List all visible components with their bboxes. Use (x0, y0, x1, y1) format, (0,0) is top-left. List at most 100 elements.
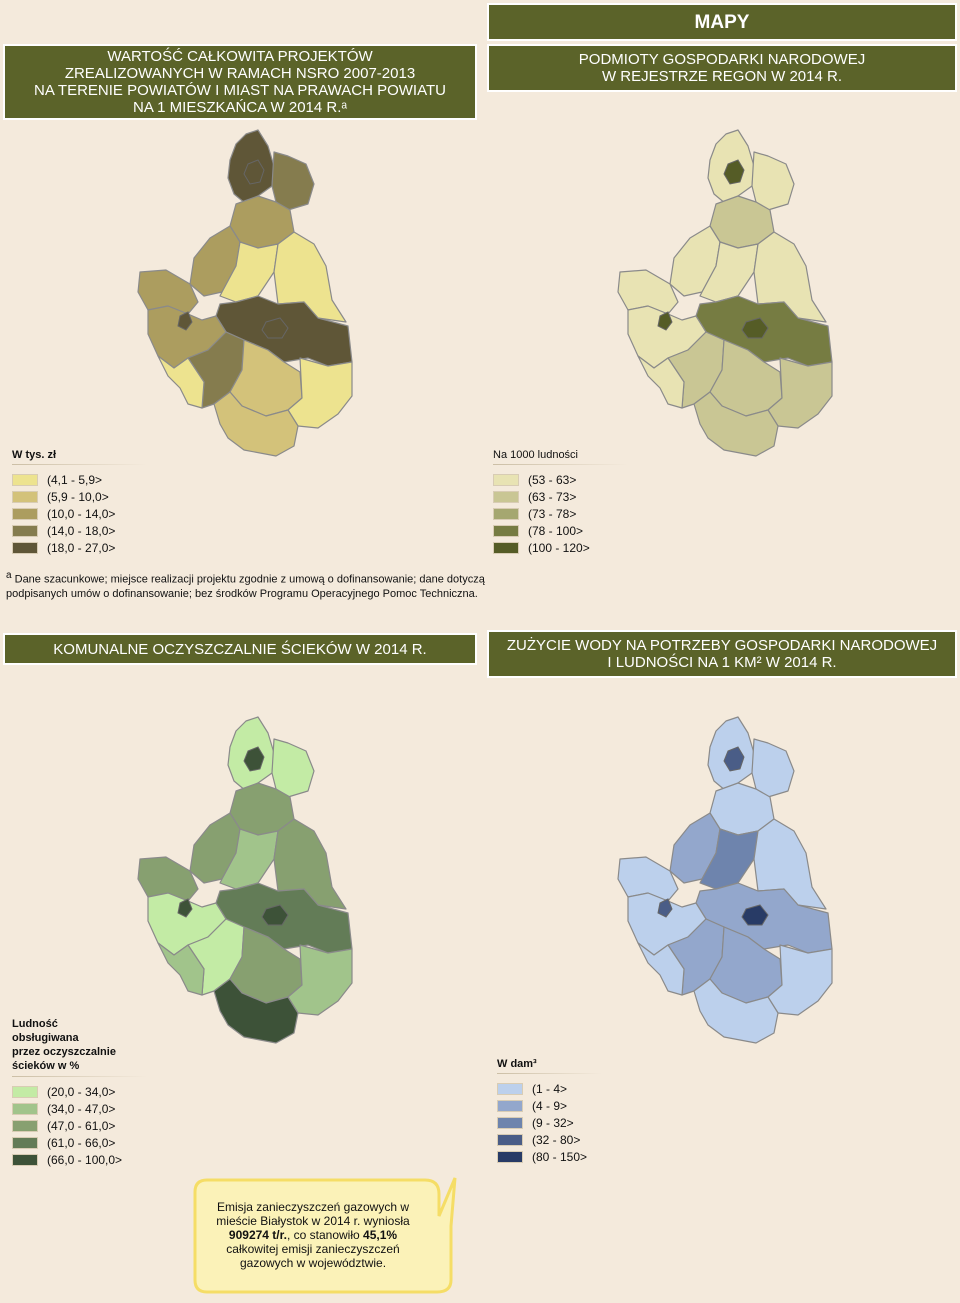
region-north-2 (271, 738, 315, 798)
projects-title-line: ZREALIZOWANYCH W RAMACH NSRO 2007-2013 (64, 65, 416, 82)
legend-item: (66,0 - 100,0> (12, 1151, 147, 1168)
legend-divider (493, 464, 628, 465)
water-title-line: ZUŻYCIE WODY NA POTRZEBY GOSPODARKI NARO… (506, 637, 938, 654)
legend-swatch (493, 541, 519, 554)
legend-swatch (12, 1102, 38, 1115)
legend-label: (53 - 63> (528, 472, 577, 487)
legend-label: (63 - 73> (528, 489, 577, 504)
legend-swatch (497, 1082, 523, 1095)
city-bialystok (741, 317, 769, 339)
projects-legend-title: W tys. zł (12, 449, 57, 461)
water-map (598, 713, 838, 1050)
emission-callout: Emisja zanieczyszczeń gazowych w mieście… (193, 1176, 457, 1296)
callout-share: 45,1% (363, 1228, 398, 1242)
legend-swatch (497, 1150, 523, 1163)
water-legend-title: W dam³ (497, 1058, 537, 1070)
footnote: a Dane szacunkowe; miejsce realizacji pr… (6, 569, 486, 601)
city-bialystok (261, 904, 289, 926)
region-north-2 (271, 151, 315, 211)
sewage-title-line: KOMUNALNE OCZYSZCZALNIE ŚCIEKÓW W 2014 R… (53, 640, 427, 658)
city-lomza (243, 159, 265, 185)
water-legend: W dam³ (1 - 4> (4 - 9> (9 - 32> (32 - 80… (497, 1058, 602, 1165)
legend-swatch (493, 473, 519, 486)
legend-swatch (12, 541, 38, 554)
legend-label: (14,0 - 18,0> (47, 523, 116, 538)
city-bialystok (741, 904, 769, 926)
legend-label: (20,0 - 34,0> (47, 1084, 116, 1099)
region-south-east (767, 944, 833, 1016)
projects-map-svg (137, 129, 353, 457)
legend-label: (4,1 - 5,9> (47, 472, 103, 487)
legend-label: (4 - 9> (532, 1098, 568, 1113)
legend-label: (47,0 - 61,0> (47, 1118, 116, 1133)
legend-label: (1 - 4> (532, 1081, 568, 1096)
legend-label: (10,0 - 14,0> (47, 506, 116, 521)
legend-label: (100 - 120> (528, 540, 590, 555)
water-title-line: I LUDNOŚCI NA 1 KM² W 2014 R. (607, 654, 837, 671)
legend-item: (4,1 - 5,9> (12, 471, 147, 488)
sewage-title-bar: KOMUNALNE OCZYSZCZALNIE ŚCIEKÓW W 2014 R… (3, 633, 477, 665)
callout-line3: całkowitej emisji zanieczyszczeń gazowyc… (226, 1242, 400, 1270)
legend-item: (61,0 - 66,0> (12, 1134, 147, 1151)
region-south-east (287, 357, 353, 429)
sewage-legend: Ludność obsługiwana przez oczyszczalnie … (12, 1017, 147, 1168)
legend-item: (63 - 73> (493, 488, 628, 505)
region-north-2 (751, 151, 795, 211)
city-bialystok (261, 317, 289, 339)
legend-item: (20,0 - 34,0> (12, 1083, 147, 1100)
callout-mid: , co stanowiło (286, 1228, 360, 1242)
sewage-legend-title-line: Ludność (12, 1018, 58, 1030)
city-suwalki-west (657, 311, 673, 331)
region-south-east (287, 944, 353, 1016)
legend-item: (34,0 - 47,0> (12, 1100, 147, 1117)
region-west-3 (637, 942, 685, 996)
legend-swatch (493, 507, 519, 520)
legend-swatch (12, 1119, 38, 1132)
regon-map (598, 126, 838, 463)
legend-label: (73 - 78> (528, 506, 577, 521)
city-lomza (243, 746, 265, 772)
legend-swatch (493, 490, 519, 503)
region-north-2 (751, 738, 795, 798)
legend-label: (66,0 - 100,0> (47, 1152, 123, 1167)
legend-label: (32 - 80> (532, 1132, 581, 1147)
legend-item: (47,0 - 61,0> (12, 1117, 147, 1134)
projects-map (118, 126, 358, 463)
city-lomza (723, 159, 745, 185)
legend-label: (80 - 150> (532, 1149, 588, 1164)
sewage-map (118, 713, 358, 1050)
legend-item: (10,0 - 14,0> (12, 505, 147, 522)
legend-item: (80 - 150> (497, 1148, 602, 1165)
legend-swatch (12, 1085, 38, 1098)
region-west-3 (157, 355, 205, 409)
legend-swatch (12, 524, 38, 537)
water-title-bar: ZUŻYCIE WODY NA POTRZEBY GOSPODARKI NARO… (487, 630, 957, 678)
legend-item: (73 - 78> (493, 505, 628, 522)
legend-item: (5,9 - 10,0> (12, 488, 147, 505)
page-title: MAPY (694, 11, 750, 33)
sewage-legend-title-line: obsługiwana (12, 1032, 79, 1044)
region-west-3 (637, 355, 685, 409)
projects-title-bar: WARTOŚĆ CAŁKOWITA PROJEKTÓW ZREALIZOWANY… (3, 44, 477, 120)
projects-title-line: WARTOŚĆ CAŁKOWITA PROJEKTÓW (107, 48, 373, 65)
legend-label: (18,0 - 27,0> (47, 540, 116, 555)
sewage-legend-title-line: przez oczyszczalnie (12, 1046, 116, 1058)
region-south (693, 978, 779, 1044)
city-suwalki-west (657, 898, 673, 918)
region-south (213, 978, 299, 1044)
legend-item: (100 - 120> (493, 539, 628, 556)
legend-label: (9 - 32> (532, 1115, 574, 1130)
legend-divider (12, 1076, 147, 1077)
legend-swatch (12, 490, 38, 503)
legend-label: (61,0 - 66,0> (47, 1135, 116, 1150)
callout-bubble (193, 1177, 457, 1294)
page-header: MAPY (487, 3, 957, 41)
regon-legend-title: Na 1000 ludności (493, 449, 579, 461)
callout-line1: Emisja zanieczyszczeń gazowych w mieście… (216, 1200, 410, 1228)
legend-item: (4 - 9> (497, 1097, 602, 1114)
legend-swatch (497, 1099, 523, 1112)
callout-value: 909274 t/r. (228, 1228, 287, 1242)
legend-swatch (12, 507, 38, 520)
legend-item: (32 - 80> (497, 1131, 602, 1148)
callout-text: Emisja zanieczyszczeń gazowych w mieście… (203, 1200, 423, 1270)
